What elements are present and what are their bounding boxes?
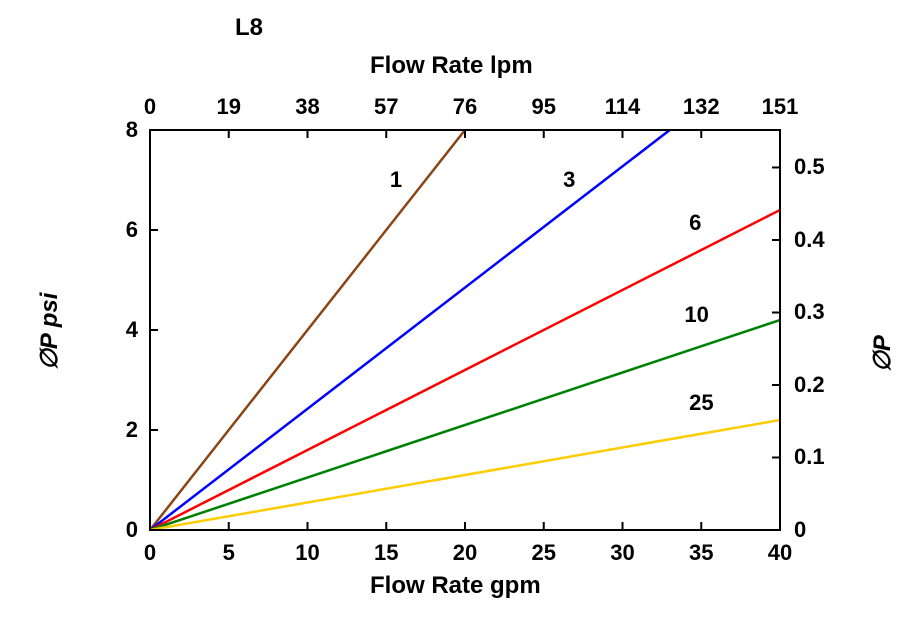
x-bottom-tick-label: 40 — [750, 540, 810, 566]
y-left-tick-label: 0 — [88, 517, 138, 543]
y-right-tick-label: 0.3 — [794, 299, 854, 325]
x-bottom-tick-label: 35 — [671, 540, 731, 566]
x-top-tick-label: 95 — [514, 94, 574, 120]
series-label-1: 1 — [390, 167, 402, 193]
series-line-1 — [150, 130, 465, 530]
x-top-tick-label: 76 — [435, 94, 495, 120]
series-label-3: 3 — [563, 167, 575, 193]
x-bottom-tick-label: 0 — [120, 540, 180, 566]
series-line-25 — [150, 420, 780, 530]
x-top-tick-label: 151 — [750, 94, 810, 120]
x-top-tick-label: 57 — [356, 94, 416, 120]
y-right-tick-label: 0.2 — [794, 372, 854, 398]
y-left-tick-label: 4 — [88, 317, 138, 343]
series-line-6 — [150, 210, 780, 530]
y-right-tick-label: 0.5 — [794, 154, 854, 180]
x-top-tick-label: 132 — [671, 94, 731, 120]
x-bottom-tick-label: 15 — [356, 540, 416, 566]
y-right-tick-label: 0 — [794, 517, 854, 543]
series-label-6: 6 — [689, 210, 701, 236]
series-line-3 — [150, 130, 670, 530]
y-left-tick-label: 2 — [88, 417, 138, 443]
chart-container: L8 Flow Rate lpm Flow Rate gpm ∅P psi ∅P… — [0, 0, 900, 644]
x-bottom-tick-label: 25 — [514, 540, 574, 566]
x-top-tick-label: 19 — [199, 94, 259, 120]
x-bottom-tick-label: 20 — [435, 540, 495, 566]
series-label-10: 10 — [684, 302, 708, 328]
plot-border — [150, 130, 780, 530]
y-right-tick-label: 0.1 — [794, 444, 854, 470]
x-bottom-tick-label: 10 — [278, 540, 338, 566]
x-bottom-tick-label: 30 — [593, 540, 653, 566]
x-top-tick-label: 114 — [593, 94, 653, 120]
y-left-tick-label: 8 — [88, 117, 138, 143]
x-top-tick-label: 38 — [278, 94, 338, 120]
y-right-tick-label: 0.4 — [794, 227, 854, 253]
x-bottom-tick-label: 5 — [199, 540, 259, 566]
series-line-10 — [150, 320, 780, 530]
y-left-tick-label: 6 — [88, 217, 138, 243]
series-label-25: 25 — [689, 390, 713, 416]
